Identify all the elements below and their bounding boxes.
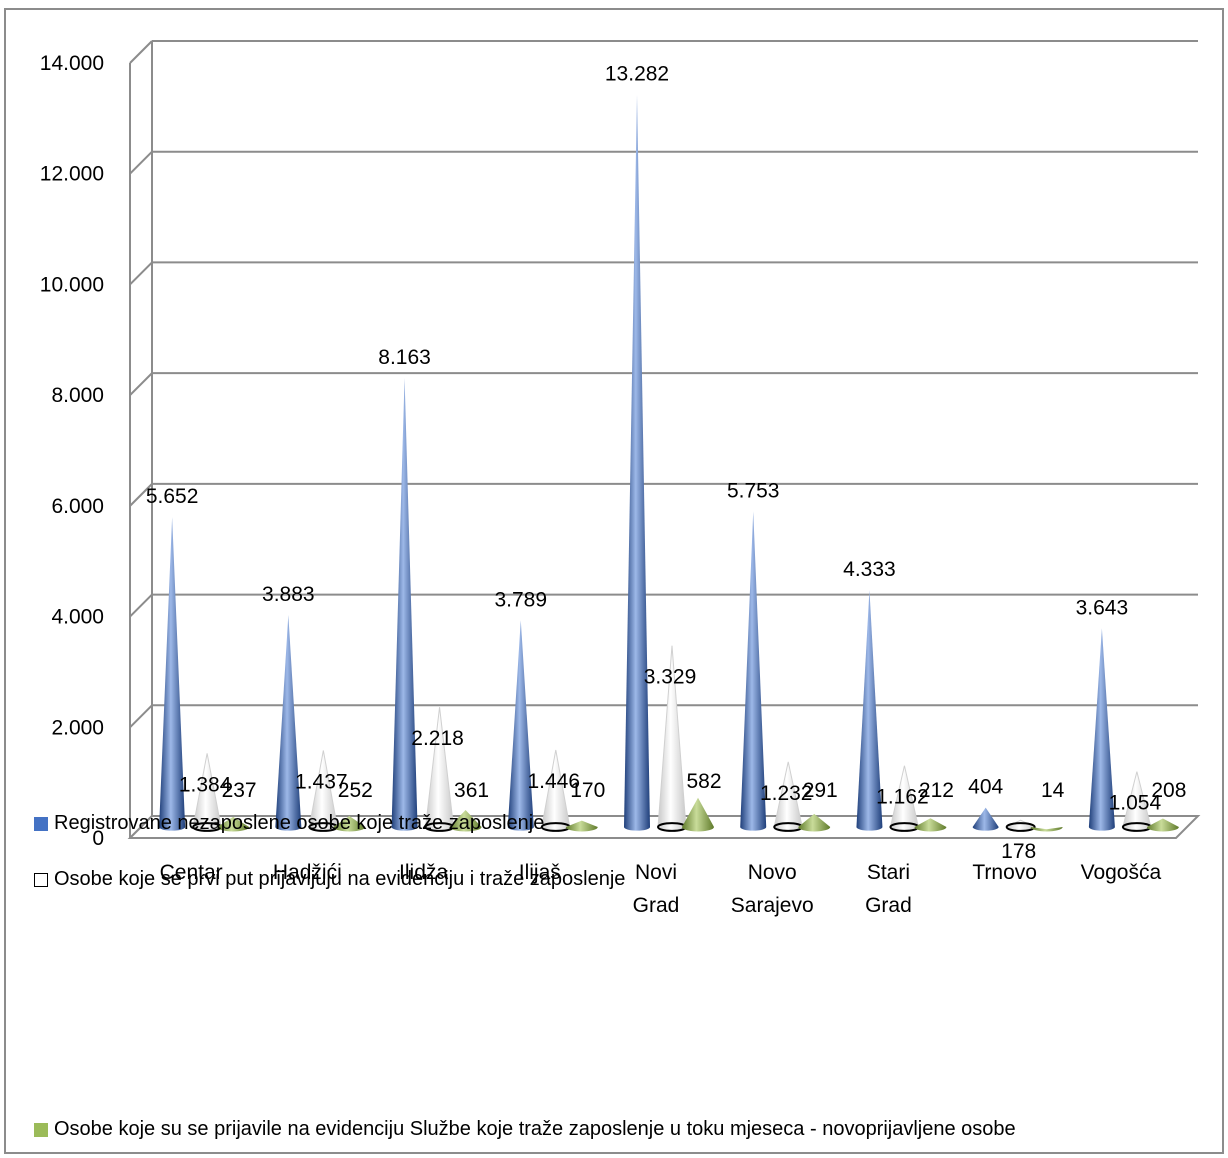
gridline-depth [129,151,153,175]
data-label: 3.789 [494,588,547,611]
data-label: 14 [1041,779,1065,802]
x-tick-label: Vogošća [1081,861,1162,884]
cone-2-3 [565,820,598,832]
cone-2-6 [914,818,947,832]
legend-item-new: Osobe koje su se prijavile na evidenciju… [34,1118,1016,1141]
gridline-depth [129,261,153,286]
data-label: 361 [454,779,489,802]
x-tick-label: Centar [160,861,223,884]
cone-0-0 [159,517,186,831]
legend-swatch-white [34,872,48,887]
data-label: 178 [1001,840,1036,863]
x-tick-label: Grad [633,894,680,917]
data-label: 252 [338,779,373,802]
data-label: 3.643 [1076,596,1129,619]
y-tick-label: 2.000 [51,716,104,739]
gridline-depth [129,593,153,618]
gridline-depth [129,372,153,396]
data-label: 1.162 [876,786,929,809]
data-label: 170 [570,779,605,802]
cone-2-7 [1030,827,1063,832]
grid-layer [129,40,1198,839]
x-tick-label: Novi [635,861,677,884]
data-label: 3.329 [644,666,697,689]
cone-2-5 [798,813,831,832]
cone-0-5 [740,511,767,831]
cone-0-6 [856,590,883,831]
data-label: 212 [919,779,954,802]
cone-base-outline [1005,822,1036,832]
gridline-depth [129,704,153,728]
gridline-depth [129,483,153,507]
x-tick-label: Stari [867,861,910,884]
chart-frame [4,8,1224,1154]
legend-label: Osobe koje se prvi put prijavljuju na ev… [54,868,626,890]
x-tick-label: Hadžići [273,861,342,884]
cone-2-2 [449,810,482,832]
data-label: 237 [222,779,257,802]
data-label: 3.883 [262,583,315,606]
legend-item-registered: Registrovane nezaposlene osobe koje traž… [34,812,544,835]
legend-item-first-time: Osobe koje se prvi put prijavljuju na ev… [34,868,625,891]
cone-2-8 [1146,818,1179,832]
cone-0-7 [972,807,999,831]
y-tick-label: 14.000 [40,52,104,75]
data-label: 291 [803,779,838,802]
y-tick-label: 6.000 [51,495,104,518]
y-tick-label: 4.000 [51,606,104,629]
data-label: 4.333 [843,558,896,581]
data-label: 1.232 [760,782,813,805]
data-label: 5.753 [727,480,780,503]
x-tick-label: Ilidža [399,861,448,884]
y-tick-label: 8.000 [51,384,104,407]
x-tick-label: Trnovo [972,861,1037,884]
cone-0-8 [1088,628,1115,831]
legend-label: Osobe koje su se prijavile na evidenciju… [54,1118,1016,1140]
y-tick-label: 10.000 [40,273,104,296]
data-label: 8.163 [378,346,431,369]
data-label: 1.446 [527,770,580,793]
label-layer: 0 2.000 4.000 6.000 8.000 10.000 12.000 14.000 5… [40,52,1187,917]
y-tick-label: 12.000 [40,163,104,186]
data-label: 404 [968,776,1003,799]
legend-label: Registrovane nezaposlene osobe koje traž… [54,812,545,834]
cone-0-3 [507,620,534,831]
data-label: 1.437 [295,770,348,793]
cone-layer [159,94,1179,832]
cone-0-1 [275,615,302,831]
data-label: 5.652 [146,485,199,508]
data-label: 1.384 [179,773,232,796]
y-tick-label: 0 [92,827,104,850]
data-label: 13.282 [605,63,669,86]
data-label: 208 [1151,779,1186,802]
data-label: 2.218 [411,727,464,750]
cone-0-2 [391,378,418,831]
cone-2-0 [217,816,250,832]
cone-2-1 [333,816,366,832]
data-label: 1.054 [1109,792,1162,815]
x-tick-label: Novo [748,861,797,884]
legend-swatch-green [34,1122,48,1137]
legend-swatch-blue [34,816,48,831]
x-tick-label: Ilijaš [519,861,561,884]
gridline-depth [129,40,153,64]
x-tick-label: Sarajevo [731,894,814,917]
x-tick-label: Grad [865,894,912,917]
data-label: 582 [686,770,721,793]
cone-2-4 [682,797,714,832]
cone-0-4 [624,94,650,831]
